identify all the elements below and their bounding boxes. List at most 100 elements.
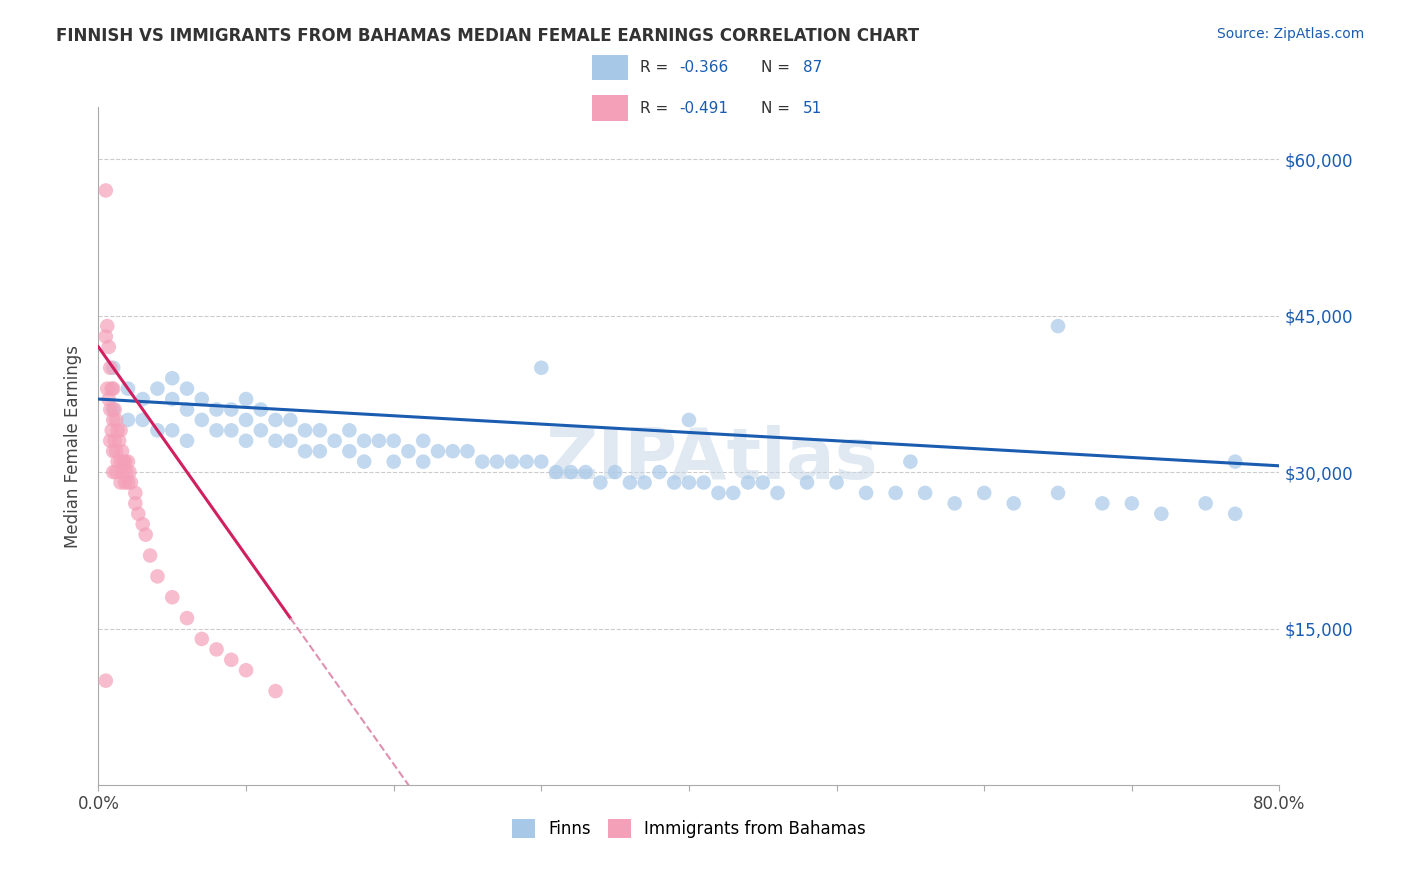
Point	[103, 465, 125, 479]
Point	[107, 455, 129, 469]
Point	[191, 392, 214, 406]
Point	[884, 486, 907, 500]
Point	[205, 642, 228, 657]
Point	[139, 549, 162, 563]
Point	[309, 444, 332, 458]
Point	[176, 434, 198, 448]
Point	[110, 455, 132, 469]
Point	[112, 455, 135, 469]
Point	[1046, 486, 1070, 500]
Point	[127, 507, 149, 521]
Point	[96, 382, 118, 396]
Point	[427, 444, 450, 458]
Text: FINNISH VS IMMIGRANTS FROM BAHAMAS MEDIAN FEMALE EARNINGS CORRELATION CHART: FINNISH VS IMMIGRANTS FROM BAHAMAS MEDIA…	[56, 27, 920, 45]
Point	[191, 632, 214, 646]
Point	[176, 611, 198, 625]
Point	[294, 423, 316, 437]
Point	[353, 434, 375, 448]
Point	[589, 475, 612, 490]
Point	[120, 475, 142, 490]
Point	[412, 455, 434, 469]
Point	[103, 360, 125, 375]
Point	[117, 413, 139, 427]
Point	[486, 455, 509, 469]
Point	[100, 423, 122, 437]
Point	[98, 402, 121, 417]
Point	[162, 392, 183, 406]
Point	[648, 465, 671, 479]
Point	[205, 402, 228, 417]
Point	[104, 402, 127, 417]
Point	[1091, 496, 1114, 510]
Point	[221, 653, 243, 667]
Point	[264, 684, 287, 698]
Point	[752, 475, 775, 490]
Point	[146, 382, 169, 396]
Point	[124, 486, 146, 500]
Point	[707, 486, 730, 500]
Point	[412, 434, 434, 448]
Point	[1195, 496, 1218, 510]
Point	[398, 444, 420, 458]
Point	[105, 413, 128, 427]
Point	[693, 475, 716, 490]
Point	[132, 517, 155, 532]
Point	[575, 465, 598, 479]
Point	[382, 434, 405, 448]
Point	[368, 434, 391, 448]
Point	[162, 591, 183, 605]
Point	[796, 475, 818, 490]
Point	[339, 444, 361, 458]
Point	[1121, 496, 1143, 510]
Text: N =: N =	[761, 60, 794, 75]
Text: R =: R =	[640, 60, 673, 75]
Point	[678, 413, 700, 427]
Point	[943, 496, 966, 510]
Point	[94, 329, 117, 343]
Point	[124, 496, 146, 510]
Point	[471, 455, 494, 469]
Point	[250, 423, 273, 437]
Point	[530, 360, 553, 375]
Point	[176, 382, 198, 396]
Bar	[592, 95, 628, 120]
Point	[309, 423, 332, 437]
Point	[118, 465, 141, 479]
Point	[111, 444, 134, 458]
Point	[678, 475, 700, 490]
Point	[176, 402, 198, 417]
Point	[108, 434, 131, 448]
Point	[723, 486, 745, 500]
Point	[1046, 319, 1070, 334]
Point	[855, 486, 877, 500]
Point	[457, 444, 479, 458]
Point	[162, 423, 183, 437]
Text: N =: N =	[761, 101, 794, 116]
Point	[235, 413, 257, 427]
Point	[264, 413, 287, 427]
Point	[339, 423, 361, 437]
Point	[766, 486, 789, 500]
Point	[103, 444, 125, 458]
Point	[441, 444, 464, 458]
Point	[111, 465, 134, 479]
Point	[294, 444, 316, 458]
Text: R =: R =	[640, 101, 673, 116]
Point	[619, 475, 641, 490]
Point	[280, 434, 302, 448]
Point	[117, 455, 139, 469]
Text: Source: ZipAtlas.com: Source: ZipAtlas.com	[1216, 27, 1364, 41]
Point	[132, 392, 155, 406]
Point	[501, 455, 523, 469]
Point	[132, 413, 155, 427]
Point	[280, 413, 302, 427]
Point	[1225, 455, 1247, 469]
Bar	[592, 54, 628, 80]
Point	[221, 402, 243, 417]
Point	[1150, 507, 1173, 521]
Point	[110, 475, 132, 490]
Point	[97, 340, 120, 354]
Point	[105, 444, 128, 458]
Point	[98, 434, 121, 448]
Point	[900, 455, 922, 469]
